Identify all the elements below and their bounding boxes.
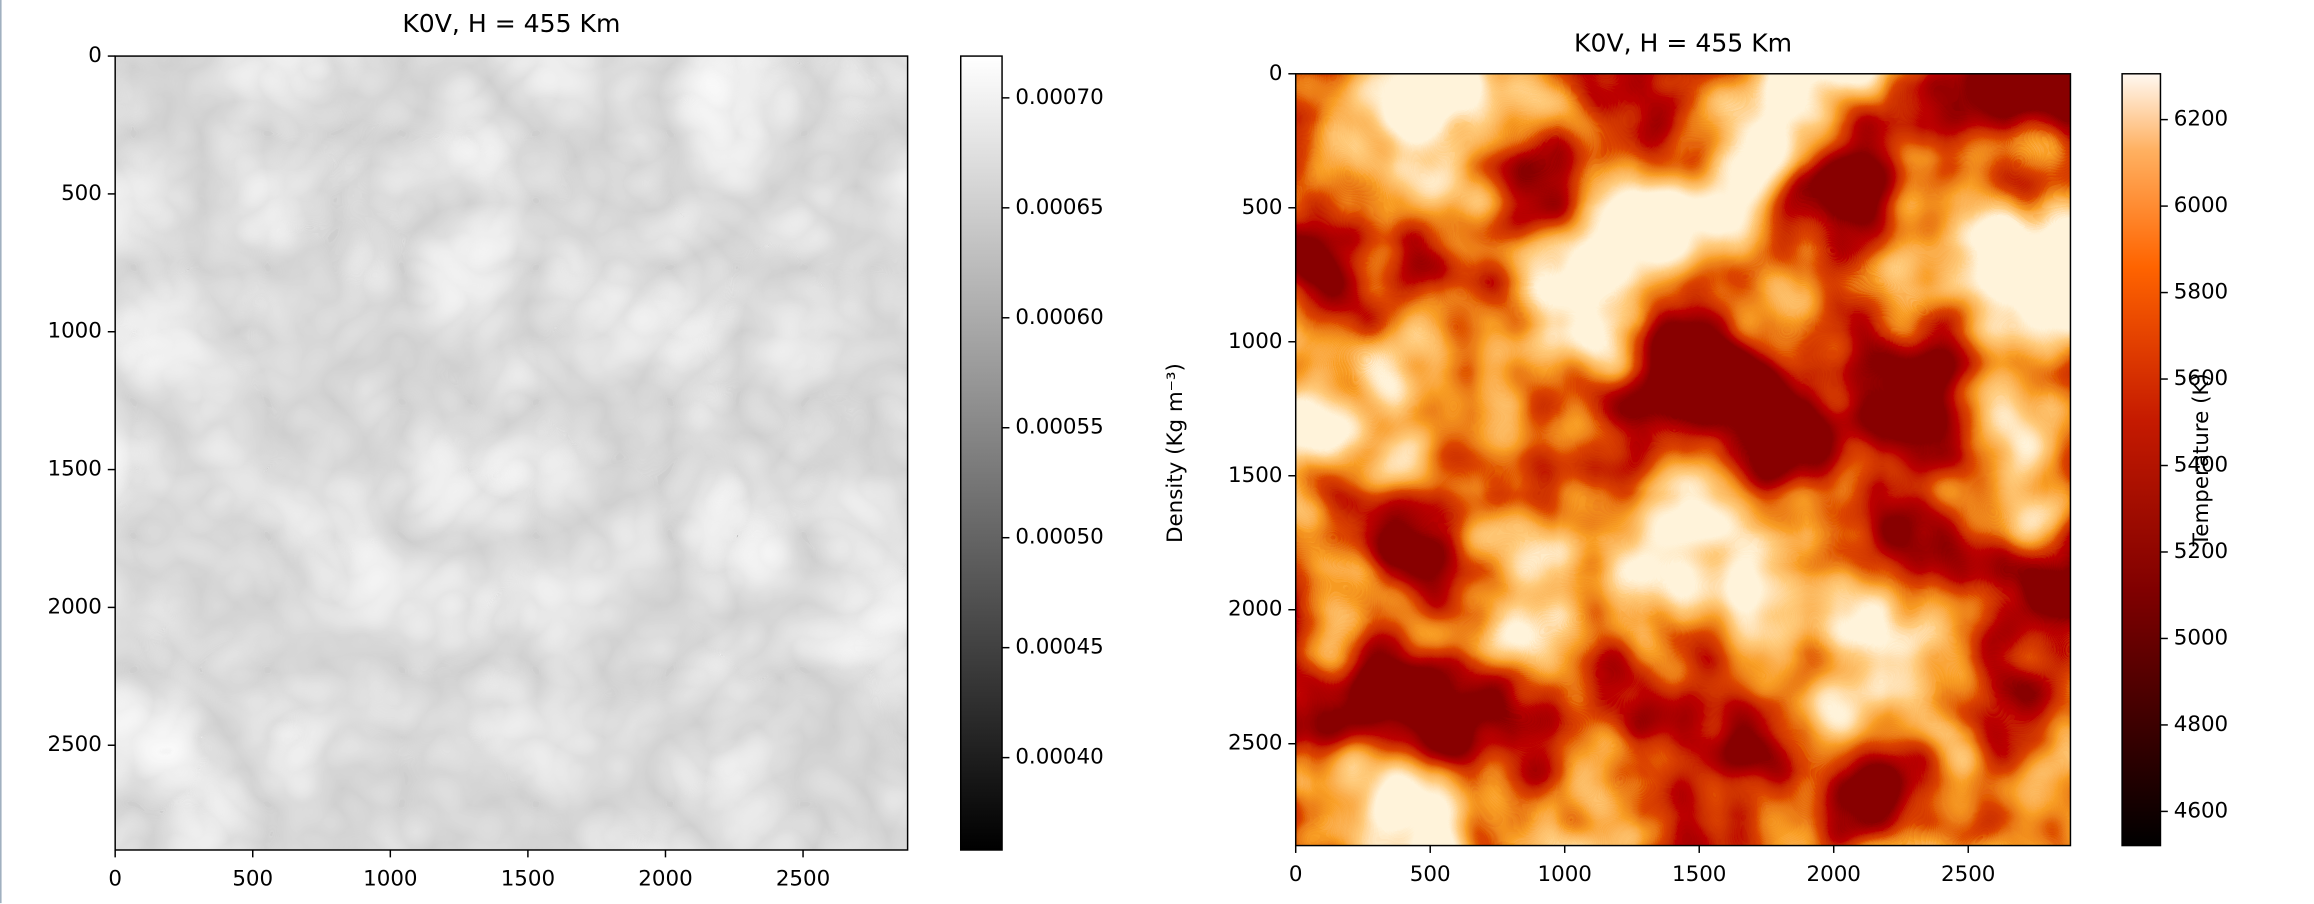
y-tick-label: 1000: [1228, 329, 1282, 354]
y-tick-label: 500: [1242, 195, 1283, 220]
colorbar: [2121, 73, 2162, 847]
x-tick-label: 1500: [1672, 862, 1726, 887]
x-tick-label: 1000: [363, 867, 417, 892]
colorbar-tick-label: 4800: [2174, 712, 2228, 737]
colorbar-tick-label: 0.00060: [1015, 305, 1103, 330]
x-tick-label: 500: [1410, 862, 1451, 887]
colorbar-tick-label: 6000: [2174, 193, 2228, 218]
chart-title: K0V, H = 455 Km: [402, 9, 620, 38]
colorbar-tick-label: 5000: [2174, 625, 2228, 650]
y-tick-label: 2500: [47, 732, 101, 757]
colorbar-tick-label: 5800: [2174, 280, 2228, 305]
x-tick-label: 500: [232, 867, 273, 892]
colorbar-tick-label: 5400: [2174, 453, 2228, 478]
x-tick-label: 0: [1289, 862, 1303, 887]
colorbar-tick-label: 0.00055: [1015, 415, 1103, 440]
axes-frame: [1294, 73, 2072, 847]
x-tick-label: 2000: [1807, 862, 1861, 887]
colorbar-label: Density (Kg m⁻³): [1163, 363, 1188, 543]
y-tick-label: 0: [88, 43, 102, 68]
chart-title: K0V, H = 455 Km: [1574, 28, 1792, 57]
y-tick-label: 500: [61, 181, 102, 206]
x-tick-label: 1000: [1538, 862, 1592, 887]
y-tick-label: 1500: [1228, 463, 1282, 488]
y-tick-label: 2000: [47, 594, 101, 619]
colorbar-tick-label: 0.00040: [1015, 745, 1103, 770]
x-tick-label: 1500: [501, 867, 555, 892]
colorbar-tick-label: 0.00050: [1015, 525, 1103, 550]
heatmap-image: [1295, 73, 2071, 846]
y-tick-label: 2500: [1228, 731, 1282, 756]
colorbar-tick-label: 5200: [2174, 539, 2228, 564]
colorbar-tick-label: 4600: [2174, 798, 2228, 823]
colorbar: [959, 55, 1003, 851]
x-tick-label: 2500: [776, 867, 830, 892]
colorbar-tick-label: 0.00070: [1015, 85, 1103, 110]
colorbar-label: Temperature (K): [2189, 373, 2214, 547]
x-tick-label: 2500: [1941, 862, 1995, 887]
colorbar-tick-label: 0.00065: [1015, 195, 1103, 220]
x-tick-label: 2000: [638, 867, 692, 892]
heatmap-image: [115, 56, 908, 850]
y-tick-label: 1000: [47, 319, 101, 344]
y-tick-label: 1500: [47, 457, 101, 482]
y-tick-label: 0: [1269, 61, 1283, 86]
axes-frame: [114, 55, 909, 851]
y-tick-label: 2000: [1228, 597, 1282, 622]
x-tick-label: 0: [108, 867, 122, 892]
colorbar-tick-label: 5600: [2174, 366, 2228, 391]
colorbar-tick-label: 6200: [2174, 107, 2228, 132]
colorbar-tick-label: 0.00045: [1015, 635, 1103, 660]
